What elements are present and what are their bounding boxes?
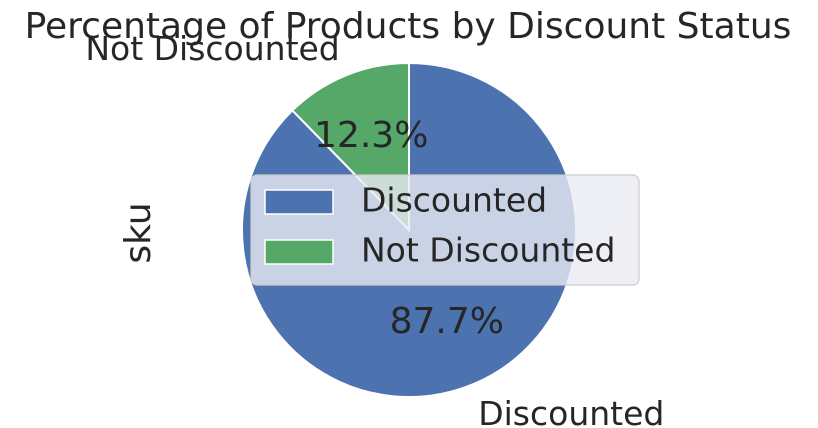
legend-swatch-discounted <box>264 189 334 215</box>
pie-slice-labels: Discounted Not Discounted <box>85 29 664 428</box>
legend-label-not-discounted: Not Discounted <box>361 231 615 270</box>
chart-legend: Discounted Not Discounted <box>250 174 640 286</box>
legend-label-discounted: Discounted <box>361 181 547 220</box>
chart-title: Percentage of Products by Discount Statu… <box>25 6 792 47</box>
slice-percent-not-discounted: 12.3% <box>314 115 428 156</box>
slice-label-discounted: Discounted <box>478 394 664 428</box>
slice-percent-discounted: 87.7% <box>390 301 504 342</box>
legend-swatch-not-discounted <box>264 239 334 265</box>
slice-label-not-discounted: Not Discounted <box>85 29 339 68</box>
y-axis-label: sku <box>118 202 159 263</box>
legend-frame <box>250 174 640 286</box>
pie-percent-labels: 87.7% 12.3% <box>314 115 504 342</box>
